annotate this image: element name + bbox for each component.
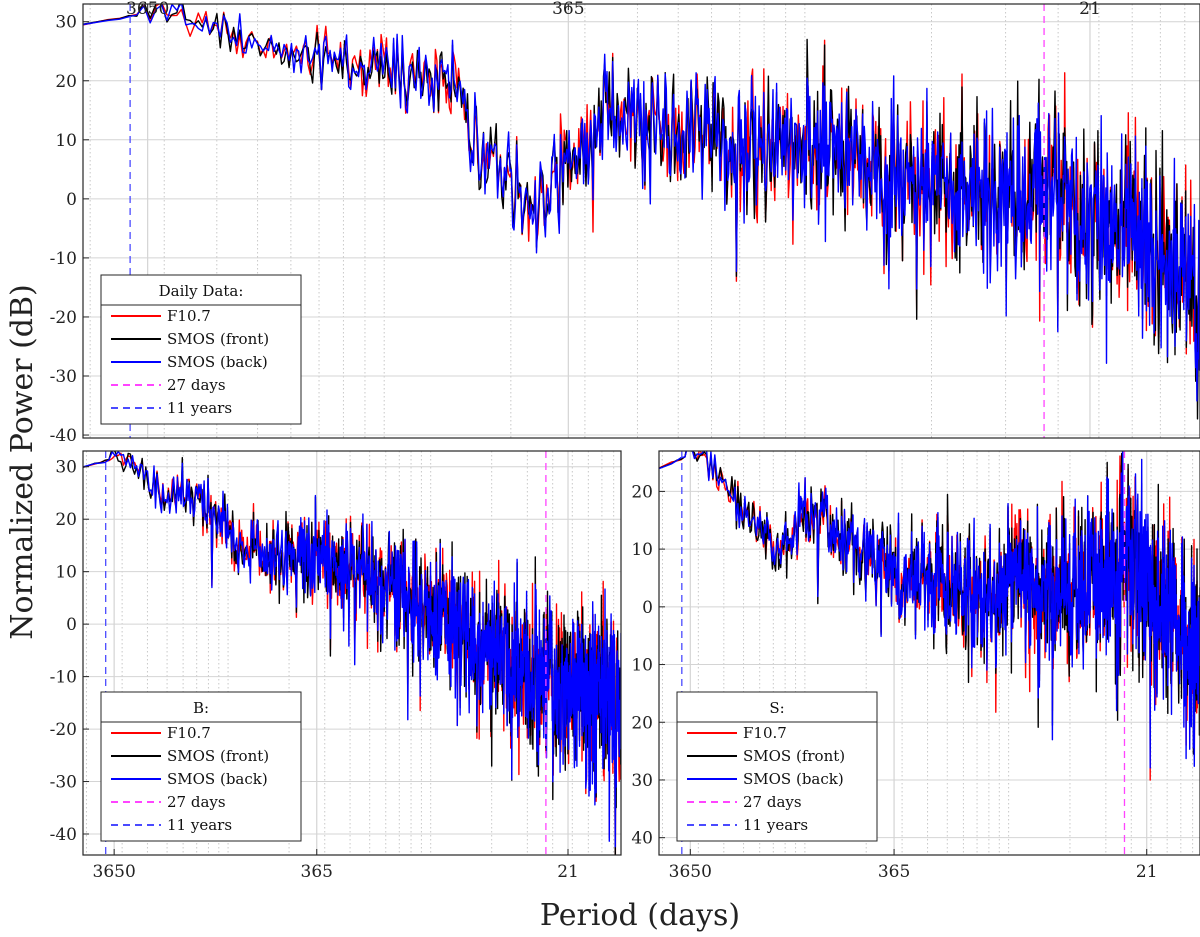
ytick-label: 20: [55, 72, 77, 92]
xtick-label: 365: [301, 862, 333, 882]
series-line-smos_back: [659, 451, 1200, 769]
ytick-label: 30: [55, 13, 77, 33]
ytick-label: 20: [631, 482, 653, 502]
axes-frame-s: [658, 450, 1200, 856]
ytick-label: 0: [66, 615, 77, 635]
legend-box: [676, 691, 878, 842]
y-axis-label: Normalized Power (dB): [5, 284, 40, 639]
legend-box: [100, 274, 302, 425]
ytick-label: -10: [50, 668, 77, 688]
legend-box: [100, 691, 302, 842]
series-daily: [83, 4, 1200, 420]
legend-entry-label: 27 days: [743, 793, 802, 811]
legend-daily: Daily Data: F10.7 SMOS (front) SMOS (back) 2…: [100, 274, 302, 425]
series-line-smos_back: [83, 4, 1200, 402]
ytick-label: -40: [50, 825, 77, 845]
ytick-label: 20: [631, 713, 653, 733]
ytick-label: 40: [631, 829, 653, 849]
legend-entry-label: SMOS (front): [167, 330, 269, 348]
legend-entry-label: SMOS (back): [743, 770, 844, 788]
ytick-label: -40: [50, 426, 77, 446]
ytick-label: 30: [55, 458, 77, 478]
xtick-label: 365: [878, 862, 910, 882]
legend-s: S: F10.7 SMOS (front) SMOS (back) 27 days 11 …: [676, 691, 878, 842]
legend-b: B: F10.7 SMOS (front) SMOS (back) 27 days 11 …: [100, 691, 302, 842]
xtick-label: 3650: [126, 0, 169, 19]
legend-entry-label: 27 days: [167, 793, 226, 811]
ytick-label: 10: [55, 563, 77, 583]
xtick-label: 21: [1136, 862, 1158, 882]
legend-entry-label: SMOS (front): [167, 747, 269, 765]
legend-entry-label: SMOS (front): [743, 747, 845, 765]
panel-s: 20 10 0 10 20 30 40 3650 365 21 S: F10.7 SMOS (front…: [631, 450, 1200, 882]
ytick-label: -10: [50, 249, 77, 269]
legend-entry-label: SMOS (back): [167, 770, 268, 788]
series-line-smos_back: [83, 451, 621, 848]
series-b: [83, 451, 621, 855]
ytick-label: 0: [66, 190, 77, 210]
legend-entry-label: F10.7: [167, 724, 211, 742]
ytick-label: 10: [631, 540, 653, 560]
legend-title: B:: [193, 699, 209, 717]
legend-entry-label: F10.7: [167, 307, 211, 325]
axes-frame-b: [82, 450, 622, 856]
ytick-label: -20: [50, 308, 77, 328]
xtick-label: 21: [557, 862, 579, 882]
ytick-label: -30: [50, 773, 77, 793]
x-axis-label: Period (days): [540, 898, 740, 933]
ytick-label: -30: [50, 367, 77, 387]
panel-b: 30 20 10 0 -10 -20 -30 -40 3650 365 21 B: F10.7 SMOS …: [50, 450, 622, 882]
legend-entry-label: 11 years: [167, 816, 232, 834]
series-s: [659, 451, 1200, 781]
legend-entry-label: 27 days: [167, 376, 226, 394]
ytick-label: 10: [631, 656, 653, 676]
ytick-label: 30: [631, 771, 653, 791]
legend-title: S:: [769, 699, 784, 717]
ytick-label: 10: [55, 131, 77, 151]
ytick-label: 20: [55, 510, 77, 530]
axes-frame-daily: [82, 3, 1200, 439]
panel-daily: 30 20 10 0 -10 -20 -30 -40 3650 365 21 Daily Data: F…: [50, 0, 1200, 446]
ytick-label: 0: [642, 598, 653, 618]
ytick-label: -20: [50, 720, 77, 740]
legend-entry-label: F10.7: [743, 724, 787, 742]
legend-entry-label: 11 years: [743, 816, 808, 834]
xtick-label: 3650: [669, 862, 712, 882]
legend-entry-label: 11 years: [167, 399, 232, 417]
xtick-label: 365: [552, 0, 584, 19]
legend-title: Daily Data:: [159, 282, 244, 300]
xtick-label: 3650: [93, 862, 136, 882]
legend-entry-label: SMOS (back): [167, 353, 268, 371]
xtick-label: 21: [1079, 0, 1101, 19]
